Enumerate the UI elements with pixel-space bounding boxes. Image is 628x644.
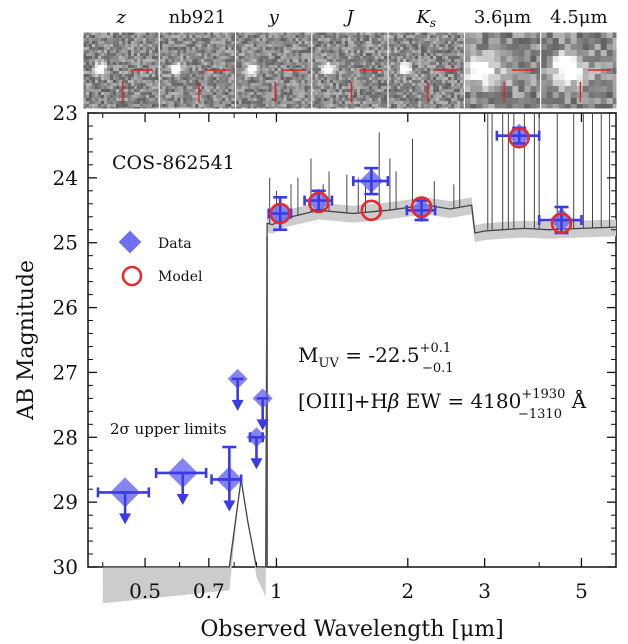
data-point [537, 205, 583, 235]
y-tick-label: 30 [53, 555, 78, 579]
limit-arrow-head [231, 399, 244, 411]
data-marks [96, 123, 583, 525]
x-tick-label: 0.5 [129, 579, 161, 603]
cutout-label: nb921 [169, 7, 226, 28]
sed-uncertainty-band [102, 197, 617, 604]
cutout-3 [235, 31, 313, 110]
y-tick-label: 26 [53, 296, 78, 320]
x-axis-label: Observed Wavelength [μm] [200, 617, 503, 642]
model-point [508, 126, 530, 149]
model-point [360, 199, 383, 222]
y-axis-label: AB Magnitude [14, 260, 39, 421]
ew-prefix: [OIII]+H [298, 389, 388, 413]
limit-arrow-head [250, 458, 263, 470]
cutout-5 [387, 31, 465, 110]
ew-upper-error: +1930 [521, 387, 565, 402]
ew-lower-error: −1310 [518, 407, 562, 422]
cutout-1 [82, 31, 160, 110]
cutout-band-labels: z nb921 y J Ks 3.6μm 4.5μm [115, 7, 607, 30]
ew-unit: Å [565, 388, 586, 413]
upper-limit-point [227, 368, 248, 411]
cutout-4 [311, 31, 389, 110]
cutout-label: 4.5μm [550, 7, 607, 28]
limit-arrow-head [176, 493, 189, 505]
legend-data-label: Data [158, 236, 192, 252]
model-point [307, 191, 330, 214]
y-tick-label: 25 [53, 231, 78, 255]
upper-limit-point [252, 388, 273, 431]
data-point [351, 166, 390, 196]
upper-limit-point [154, 457, 208, 505]
ew-beta: β [387, 389, 400, 413]
upper-limit-point [246, 427, 267, 470]
muv-subscript: UV [318, 356, 339, 371]
y-tick-label: 29 [53, 490, 78, 514]
legend-model-marker [121, 265, 143, 287]
y-tick-label: 28 [53, 425, 78, 449]
y-tick-label: 23 [53, 101, 78, 125]
object-name: COS-862541 [112, 152, 235, 174]
muv-value: = -22.5 [339, 343, 420, 367]
cutout-label: y [268, 7, 280, 28]
muv-upper-error: +0.1 [420, 341, 452, 356]
x-tick-label: 3 [478, 579, 491, 603]
y-tick-label: 27 [53, 360, 78, 384]
legend-model-label: Model [158, 269, 203, 285]
model-point [550, 212, 573, 235]
limit-arrow-head [119, 513, 132, 525]
cutout-label: Ks [415, 7, 436, 30]
cutout-7 [540, 31, 618, 110]
x-tick-label: 2 [401, 579, 414, 603]
cutout-2 [158, 31, 237, 110]
ew-mid: EW = 4180 [399, 389, 521, 413]
upper-limits-note: 2σ upper limits [110, 420, 227, 438]
upper-limit-point [96, 477, 151, 525]
cutout-label: 3.6μm [474, 7, 531, 28]
muv-annotation: MUV = -22.5+0.1 [298, 341, 451, 371]
x-tick-label: 1 [270, 579, 283, 603]
image-cutout-strip [82, 31, 618, 110]
plot-frame [87, 112, 617, 568]
cutout-label: z [115, 7, 126, 28]
x-tick-label: 0.7 [193, 579, 225, 603]
limit-arrow-head [256, 419, 269, 431]
muv-symbol: M [298, 343, 318, 367]
ew-annotation: [OIII]+Hβ EW = 4180+1930 Å [298, 387, 587, 413]
cutout-6 [463, 31, 542, 110]
model-point [410, 196, 433, 218]
cutout-label: J [342, 7, 355, 28]
muv-lower-error: −0.1 [422, 361, 454, 376]
y-tick-label: 24 [53, 166, 78, 190]
x-tick-label: 5 [575, 579, 588, 603]
model-point [269, 202, 291, 225]
upper-limit-point [210, 445, 243, 512]
limit-arrow-head [223, 500, 236, 512]
